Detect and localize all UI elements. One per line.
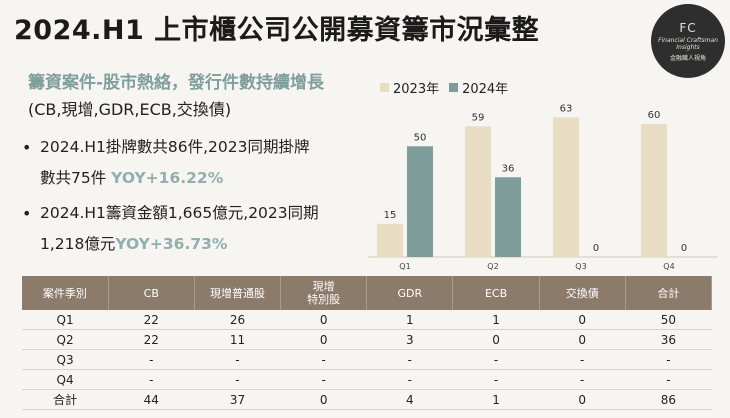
bullet-line: 數共75件 bbox=[40, 169, 112, 187]
yoy-value: YOY+16.22% bbox=[111, 169, 224, 187]
table-header-cell: 案件季別 bbox=[22, 276, 109, 310]
legend-swatch-2024 bbox=[449, 83, 459, 92]
table-cell: 0 bbox=[280, 329, 367, 350]
section-subnote: (CB,現增,GDR,ECB,交換債) bbox=[28, 100, 232, 119]
table-body: Q1 22 26 0 1 1 0 50 Q2 22 11 0 3 0 0 36 Q3- - - - - - - Q4- - - - -… bbox=[22, 310, 712, 410]
table-header-row: 案件季別 CB 現增普通股 現增 特別股 GDR ECB 交換債 合計 bbox=[22, 276, 713, 310]
summary-table: 案件季別 CB 現增普通股 現增 特別股 GDR ECB 交換債 合計 Q1 22 26 0 1 1 0 50… bbox=[22, 276, 713, 410]
table-header-cell: ECB bbox=[452, 276, 540, 310]
table-cell: 4 bbox=[366, 389, 453, 410]
table-cell: 合計 bbox=[22, 389, 109, 410]
table-cell: 36 bbox=[625, 329, 712, 350]
summary-table-wrapper: 案件季別 CB 現增普通股 現增 特別股 GDR ECB 交換債 合計 Q1 22 26 0 1 1 0 50… bbox=[22, 276, 713, 410]
table-header-cell: 現增普通股 bbox=[194, 276, 282, 310]
table-cell: 0 bbox=[539, 329, 626, 350]
logo-mark: FC bbox=[679, 20, 697, 35]
bar-chart: 15 50 Q1 59 36 Q2 63 0 Q3 60 0 Q4 bbox=[368, 104, 718, 271]
yoy-value: YOY+36.73% bbox=[115, 235, 228, 253]
data-label: 50 bbox=[414, 132, 427, 143]
table-cell: - bbox=[108, 369, 195, 390]
table-row: Q4- - - - - - - bbox=[22, 369, 712, 390]
bullet-line: 1,218億元 bbox=[40, 235, 116, 253]
table-cell: 0 bbox=[452, 329, 540, 350]
table-cell: - bbox=[539, 369, 626, 390]
bar-2023年-Q1 bbox=[377, 223, 403, 257]
table-cell: 1 bbox=[366, 310, 453, 330]
table-cell: - bbox=[194, 369, 281, 390]
bar-2023年-Q3 bbox=[553, 117, 579, 257]
table-cell: 3 bbox=[366, 329, 453, 350]
legend-item-2023: 2023年 bbox=[380, 78, 439, 97]
table-cell: - bbox=[108, 349, 195, 370]
logo-text-en: Financial Craftsman Insights bbox=[658, 36, 718, 51]
bullet-item: 2024.H1籌資金額1,665億元,2023同期 1,218億元YOY+36.… bbox=[14, 198, 364, 260]
table-cell: 1 bbox=[452, 310, 540, 330]
bar-2024年-Q1 bbox=[407, 146, 433, 257]
data-label: 0 bbox=[593, 243, 599, 254]
bullet-line: 2024.H1籌資金額1,665億元,2023同期 bbox=[40, 204, 319, 222]
table-cell: 22 bbox=[108, 329, 195, 350]
chart-legend: 2023年 2024年 bbox=[380, 78, 508, 97]
table-cell: Q4 bbox=[22, 369, 109, 390]
table-cell: - bbox=[452, 349, 540, 370]
table-cell: 22 bbox=[108, 310, 195, 330]
x-tick-label: Q2 bbox=[487, 262, 498, 271]
table-cell: Q1 bbox=[22, 310, 109, 330]
brand-logo: FC Financial Craftsman Insights 金融職人視角 bbox=[651, 4, 725, 78]
data-label: 0 bbox=[681, 243, 687, 254]
table-header-cell: 交換債 bbox=[539, 276, 626, 310]
logo-text-zh: 金融職人視角 bbox=[669, 54, 706, 62]
bar-2023年-Q4 bbox=[641, 124, 667, 257]
data-label: 59 bbox=[472, 112, 485, 123]
data-label: 60 bbox=[648, 110, 661, 121]
table-cell: - bbox=[539, 349, 626, 370]
table-header-cell: 現增 特別股 bbox=[280, 276, 368, 310]
section-subtitle: 籌資案件-股市熱絡，發行件數持續增長 bbox=[28, 73, 325, 93]
x-tick-label: Q3 bbox=[575, 262, 586, 271]
table-cell: - bbox=[625, 349, 712, 370]
data-label: 63 bbox=[560, 104, 573, 115]
bar-2023年-Q2 bbox=[465, 126, 491, 257]
data-label: 36 bbox=[502, 163, 515, 174]
table-cell: - bbox=[366, 369, 453, 390]
table-cell: - bbox=[280, 349, 367, 370]
table-row: Q2 22 11 0 3 0 0 36 bbox=[22, 329, 712, 350]
bullet-line: 2024.H1掛牌數共86件,2023同期掛牌 bbox=[40, 138, 310, 156]
table-cell: - bbox=[452, 369, 540, 390]
table-cell: Q3 bbox=[22, 349, 109, 370]
table-cell: 0 bbox=[280, 310, 367, 330]
table-cell: 0 bbox=[280, 389, 367, 410]
table-cell: 11 bbox=[194, 329, 281, 350]
legend-swatch-2023 bbox=[380, 83, 389, 92]
table-cell: 1 bbox=[452, 389, 540, 410]
table-row: 合計 44 37 0 4 1 0 86 bbox=[22, 389, 712, 410]
table-cell: 0 bbox=[539, 389, 626, 410]
x-tick-label: Q1 bbox=[399, 262, 410, 271]
table-cell: 50 bbox=[625, 310, 712, 330]
table-row: Q1 22 26 0 1 1 0 50 bbox=[22, 310, 712, 330]
table-cell: - bbox=[194, 349, 281, 370]
legend-label-2024: 2024年 bbox=[462, 82, 509, 97]
bullet-item: 2024.H1掛牌數共86件,2023同期掛牌 數共75件 YOY+16.22% bbox=[14, 132, 364, 194]
page-title: 2024.H1 上市櫃公司公開募資籌市況彙整 bbox=[14, 15, 540, 46]
table-header-cell: GDR bbox=[366, 276, 454, 310]
table-cell: - bbox=[280, 369, 367, 390]
table-header-cell: 合計 bbox=[625, 276, 713, 310]
bullet-list: 2024.H1掛牌數共86件,2023同期掛牌 數共75件 YOY+16.22%… bbox=[14, 132, 364, 264]
table-cell: 86 bbox=[625, 389, 712, 410]
table-cell: Q2 bbox=[22, 329, 109, 350]
table-cell: 26 bbox=[194, 310, 281, 330]
data-label: 15 bbox=[384, 210, 397, 221]
table-row: Q3- - - - - - - bbox=[22, 349, 712, 370]
legend-item-2024: 2024年 bbox=[449, 78, 508, 97]
table-header-cell: CB bbox=[108, 276, 195, 310]
table-cell: 44 bbox=[108, 389, 195, 410]
table-cell: 37 bbox=[194, 389, 281, 410]
legend-label-2023: 2023年 bbox=[393, 82, 440, 97]
table-cell: - bbox=[625, 369, 712, 390]
x-tick-label: Q4 bbox=[663, 262, 674, 271]
table-cell: 0 bbox=[539, 310, 626, 330]
bar-2024年-Q2 bbox=[495, 177, 521, 257]
table-cell: - bbox=[366, 349, 453, 370]
